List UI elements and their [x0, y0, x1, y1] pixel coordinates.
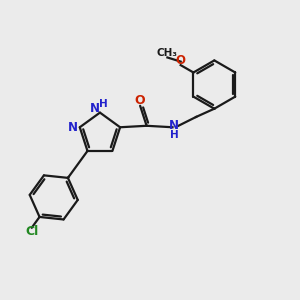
- Text: H: H: [170, 130, 179, 140]
- Text: N: N: [90, 102, 100, 115]
- Text: Cl: Cl: [25, 225, 38, 238]
- Text: O: O: [176, 54, 186, 67]
- Text: H: H: [99, 99, 108, 110]
- Text: CH₃: CH₃: [157, 48, 178, 58]
- Text: N: N: [169, 119, 179, 132]
- Text: O: O: [135, 94, 146, 107]
- Text: N: N: [68, 121, 78, 134]
